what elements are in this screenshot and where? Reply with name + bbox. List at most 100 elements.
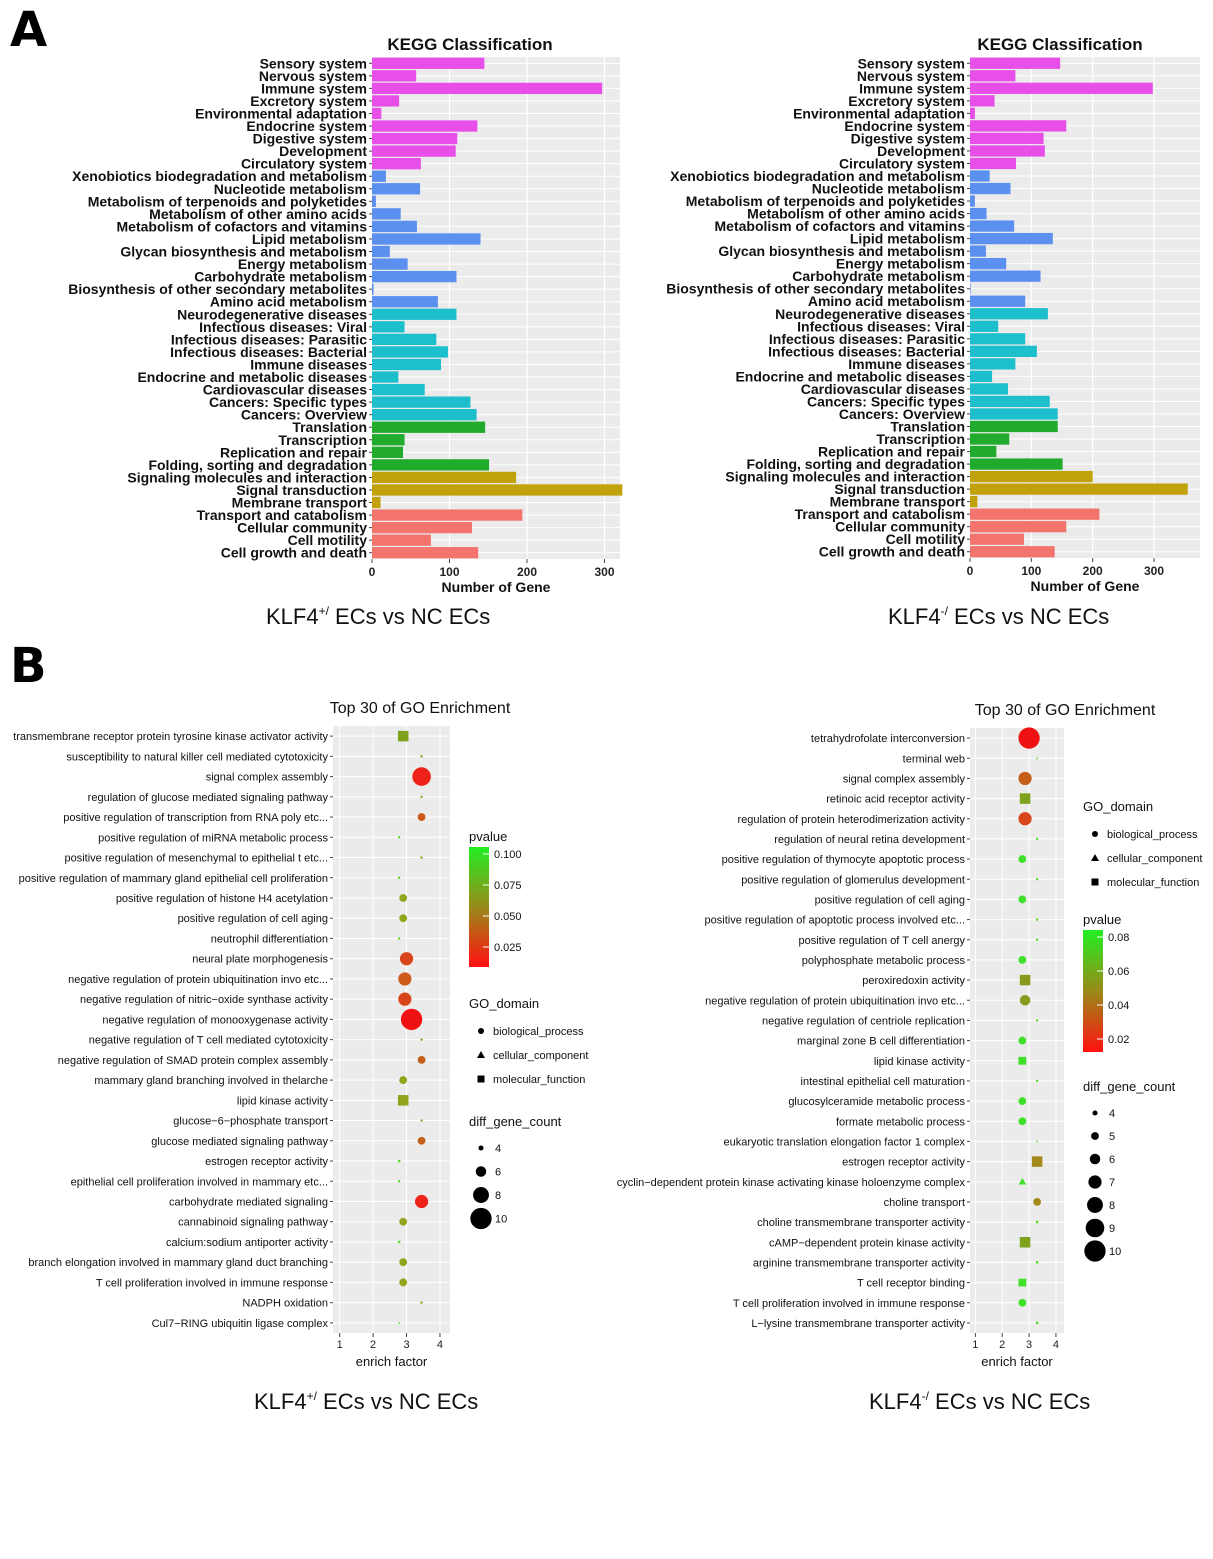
bar [970,433,1010,445]
category-label: Replication and repair [220,444,368,460]
go-point [1035,757,1039,760]
go-point [1035,878,1039,881]
x-axis-label: Number of Gene [1031,578,1140,594]
category-label: Infectious diseases: Parasitic [769,331,965,347]
go-point [1019,793,1031,804]
chart-title: KEGG Classification [977,35,1142,54]
bar [372,358,441,371]
go-point [420,1301,423,1304]
go-point [1018,1117,1027,1126]
go-point [1019,995,1031,1006]
term-label: peroxiredoxin activity [862,975,965,987]
term-label: estrogen receptor activity [842,1157,965,1169]
category-label: Metabolism of cofactors and vitamins [715,218,966,234]
go-point [397,1180,401,1183]
category-label: Sensory system [260,55,367,71]
category-label: Digestive system [253,131,367,147]
term-label: T cell proliferation involved in immune … [96,1277,328,1289]
bar [372,120,478,132]
term-label: negative regulation of protein ubiquitin… [705,995,965,1007]
category-label: Neurodegenerative diseases [177,306,367,322]
category-label: Signaling molecules and interaction [127,469,367,485]
go-point [399,952,414,966]
go-point [1018,1298,1027,1307]
category-label: Immune diseases [250,356,367,372]
go-point [1018,727,1040,749]
count-key-label: 4 [1109,1108,1115,1120]
x-tick-label: 3 [403,1339,409,1351]
term-label: positive regulation of apoptotic process… [705,915,965,927]
go-point [399,914,408,923]
go-point [397,836,401,839]
category-label: Immune system [261,80,367,96]
bar [372,208,401,220]
category-label: Xenobiotics biodegradation and metabolis… [670,168,965,184]
go-point [1018,1278,1027,1287]
bar [372,220,417,233]
bar [372,333,437,346]
category-label: Circulatory system [241,156,367,172]
go-point [399,1217,408,1226]
term-label: negative regulation of SMAD protein comp… [58,1055,329,1067]
domain-key-label: molecular_function [1107,877,1199,889]
go-point [399,1258,408,1267]
category-label: Folding, sorting and degradation [148,457,367,473]
term-label: negative regulation of T cell mediated c… [89,1035,329,1047]
bar [372,471,517,484]
term-label: lipid kinase activity [874,1056,966,1068]
bar [372,371,399,383]
count-legend-title: diff_gene_count [1083,1079,1176,1094]
category-label: Metabolism of other amino acids [747,206,965,222]
bar [372,270,457,283]
category-label: Nucleotide metabolism [214,181,367,197]
go-point [1033,1198,1042,1206]
go-point [417,1055,426,1064]
term-label: positive regulation of transcription fro… [63,812,328,824]
term-label: positive regulation of T cell anergy [798,935,965,947]
category-label: Signaling molecules and interaction [725,469,965,485]
go-point [1035,1079,1039,1083]
bar [970,420,1058,433]
go-point [1019,974,1031,986]
pvalue-colorbar [469,847,489,967]
bar [372,183,421,195]
category-label: Transport and catabolism [795,506,965,522]
term-label: marginal zone B cell differentiation [797,1036,965,1048]
pvalue-tick-label: 0.025 [494,942,522,954]
term-label: negative regulation of centriole replica… [762,1015,965,1027]
go-point [420,856,423,859]
pvalue-legend-title: pvalue [1083,912,1121,927]
bar [372,321,405,333]
x-tick-label: 0 [967,564,974,578]
pvalue-tick-label: 0.075 [494,880,522,892]
category-label: Energy metabolism [238,256,367,272]
bar [372,296,438,308]
term-label: positive regulation of miRNA metabolic p… [98,832,328,844]
category-label: Lipid metabolism [850,231,965,247]
term-label: positive regulation of cell aging [815,894,965,906]
pvalue-tick-label: 0.04 [1108,1000,1129,1012]
go-point [398,972,412,986]
bar [970,107,975,119]
category-label: Metabolism of cofactors and vitamins [117,218,368,234]
category-label: Replication and repair [818,444,966,460]
term-label: glucose mediated signaling pathway [151,1136,328,1148]
bar [970,220,1015,232]
category-label: Endocrine system [246,118,367,134]
go-point [1018,855,1027,863]
term-label: positive regulation of thymocyte apoptot… [722,854,966,866]
category-label: Circulatory system [839,155,965,171]
bar [970,383,1009,395]
domain-key-label: molecular_function [493,1074,585,1086]
domain-key-label: biological_process [493,1026,584,1038]
count-key-label: 7 [1109,1177,1115,1189]
category-label: Endocrine system [844,118,965,134]
x-tick-label: 200 [1083,564,1103,578]
chart-title: KEGG Classification [387,35,552,54]
bar [372,308,457,320]
bar [970,182,1011,195]
plot-background [970,57,1200,558]
count-key-label: 9 [1109,1223,1115,1235]
bar [372,509,523,521]
